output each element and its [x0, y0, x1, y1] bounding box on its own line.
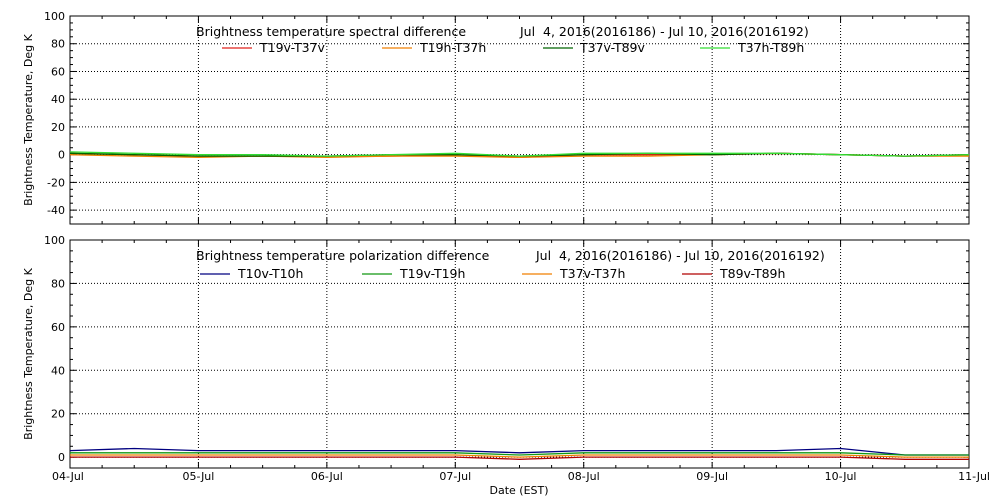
y-tick-label: 40 — [51, 93, 65, 106]
legend-label: T19h-T37h — [419, 40, 486, 55]
series-line — [70, 452, 969, 456]
y-tick-labels: 100 80 60 40 20 0 — [44, 234, 65, 464]
y-tick-label: 20 — [51, 121, 65, 134]
series-lines — [69, 151, 970, 159]
chart-title: Brightness temperature polarization diff… — [196, 248, 490, 263]
y-tick-label: 40 — [51, 364, 65, 377]
series-lines — [69, 447, 969, 460]
polarization-difference-panel: 100 80 60 40 20 0 Brightness temperature pola… — [22, 234, 970, 469]
y-tick-label: 60 — [51, 65, 65, 78]
legend-label: T19v-T37v — [259, 40, 326, 55]
legend-label: T37v-T37h — [559, 266, 625, 281]
plot-frame — [69, 15, 970, 225]
y-tick-label: 100 — [44, 10, 65, 23]
series-line — [70, 454, 969, 458]
legend-label: T89v-T89h — [719, 266, 785, 281]
grid-lines — [69, 239, 970, 469]
chart-title: Brightness temperature spectral differen… — [196, 24, 466, 39]
x-tick-label: 10-Jul — [825, 470, 857, 483]
y-tick-label: 80 — [51, 277, 65, 290]
y-tick-labels: 100 80 60 40 20 0 -20 -40 — [44, 10, 65, 217]
y-tick-label: -40 — [47, 204, 65, 217]
grid-lines — [69, 15, 970, 225]
y-tick-label: -20 — [47, 176, 65, 189]
chart-date-range: Jul 4, 2016(2016186) - Jul 10, 2016(2016… — [535, 248, 825, 263]
y-axis-title: Brightness Temperature, Deg K — [22, 267, 35, 439]
x-tick-label: 04-Jul — [52, 470, 84, 483]
series-line — [70, 456, 969, 460]
legend: T19v-T37v T19h-T37h T37v-T89v T37h-T89h — [222, 40, 804, 55]
y-tick-label: 0 — [58, 149, 65, 162]
series-line — [69, 151, 970, 157]
y-tick-label: 80 — [51, 38, 65, 51]
legend-label: T37h-T89h — [737, 40, 804, 55]
y-tick-label: 60 — [51, 321, 65, 334]
x-tick-label: 09-Jul — [696, 470, 728, 483]
x-axis-title: Date (EST) — [489, 484, 548, 497]
legend: T10v-T10h T19v-T19h T37v-T37h T89v-T89h — [200, 266, 785, 281]
x-tick-label: 05-Jul — [182, 470, 214, 483]
x-tick-label: 07-Jul — [439, 470, 471, 483]
y-tick-label: 0 — [58, 451, 65, 464]
legend-label: T37v-T89v — [579, 40, 646, 55]
legend-label: T19v-T19h — [399, 266, 465, 281]
x-tick-label: 06-Jul — [311, 470, 343, 483]
series-line — [69, 447, 969, 456]
y-axis-title: Brightness Temperature, Deg K — [22, 33, 35, 205]
x-tick-labels: 04-Jul 05-Jul 06-Jul 07-Jul 08-Jul 09-Jul 10-J… — [52, 470, 990, 483]
y-tick-label: 100 — [44, 234, 65, 247]
x-tick-label: 08-Jul — [568, 470, 600, 483]
chart-date-range: Jul 4, 2016(2016186) - Jul 10, 2016(2016… — [519, 24, 809, 39]
legend-label: T10v-T10h — [237, 266, 303, 281]
x-tick-label: 11-Jul — [958, 470, 990, 483]
y-tick-label: 20 — [51, 408, 65, 421]
spectral-difference-panel: 100 80 60 40 20 0 -20 -40 Brightness temperatur… — [22, 10, 970, 225]
